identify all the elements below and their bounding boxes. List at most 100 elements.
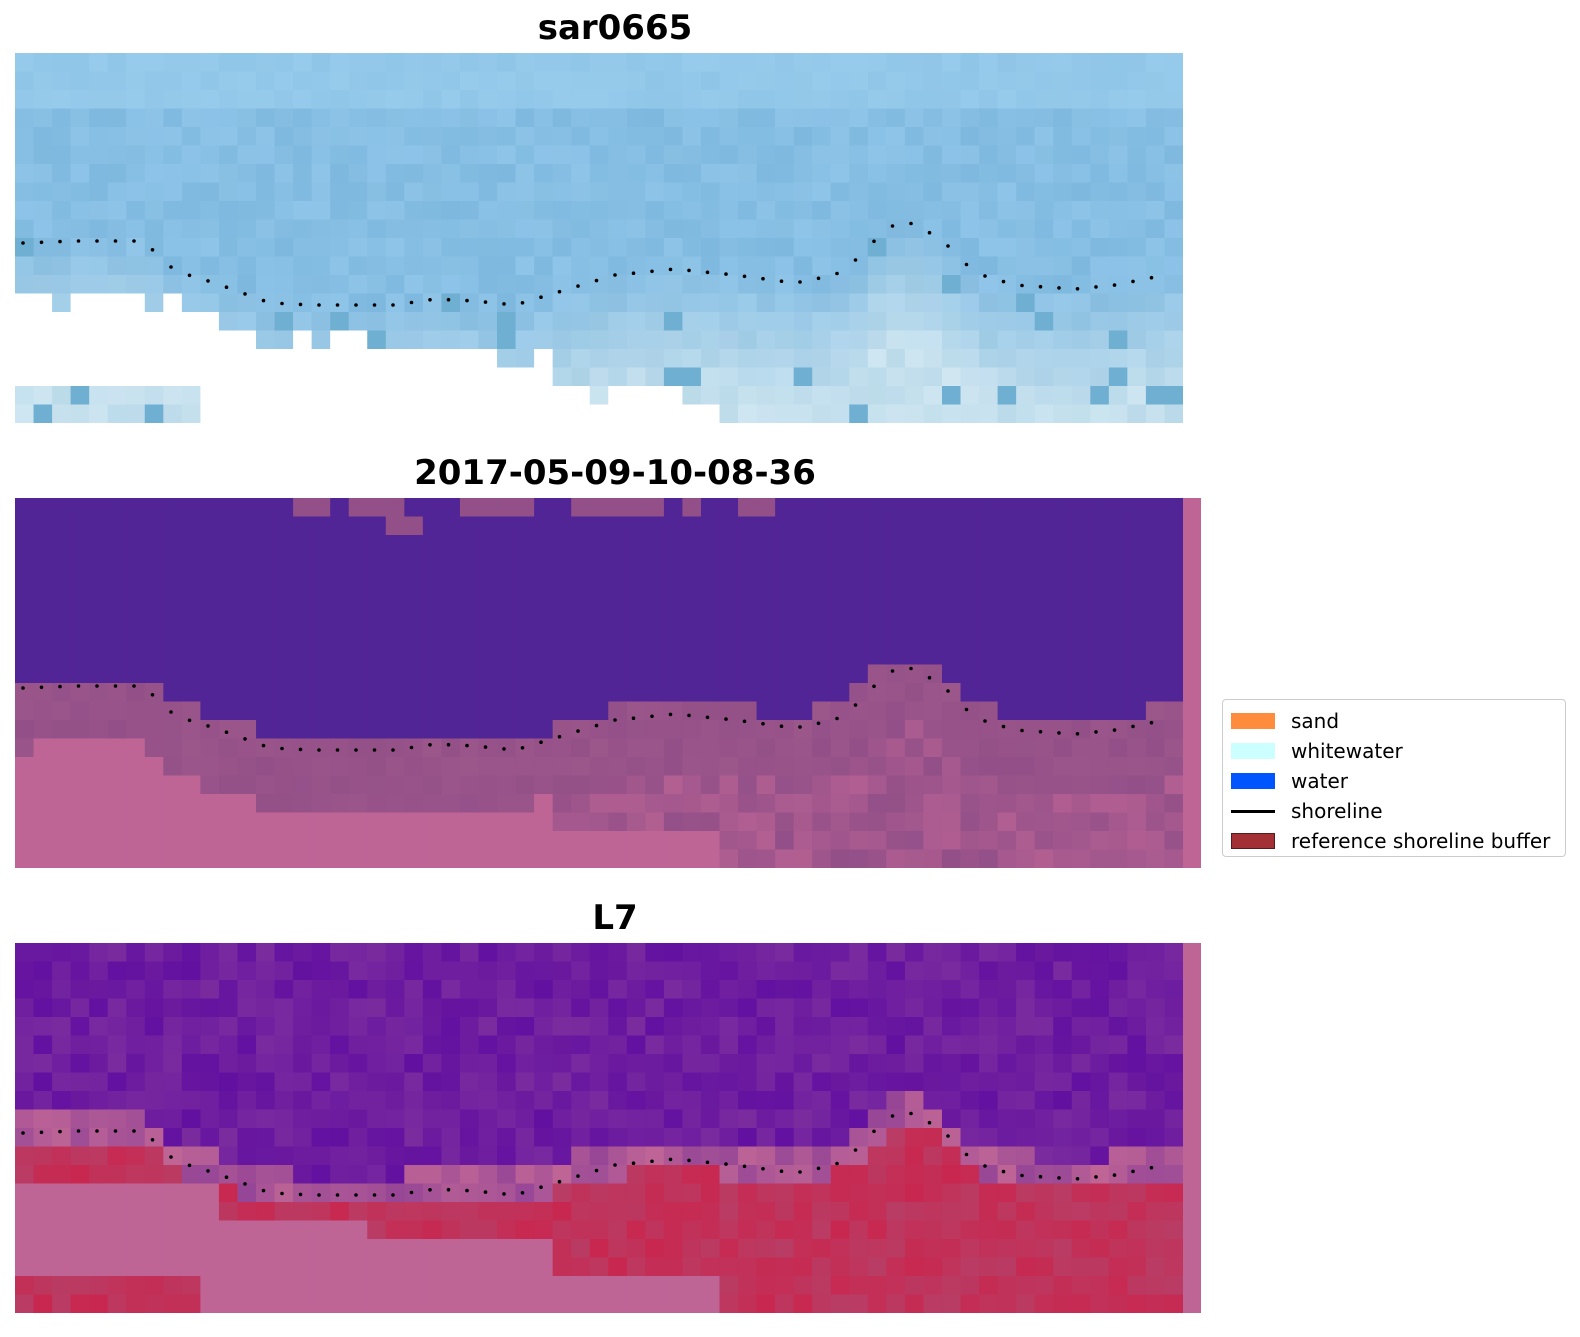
pixel xyxy=(645,53,665,73)
pixel xyxy=(181,998,201,1018)
pixel xyxy=(274,1202,294,1222)
pixel xyxy=(552,71,572,91)
pixel xyxy=(33,794,53,814)
pixel xyxy=(571,980,591,1000)
pixel xyxy=(923,664,943,684)
pixel xyxy=(181,404,201,423)
pixel xyxy=(756,312,776,332)
pixel xyxy=(849,53,869,73)
pixel xyxy=(478,664,498,684)
pixel xyxy=(886,164,906,184)
pixel xyxy=(515,980,535,1000)
pixel xyxy=(1016,1128,1036,1148)
pixel xyxy=(1071,238,1091,258)
pixel xyxy=(626,961,646,981)
pixel xyxy=(330,1072,350,1092)
shoreline-point xyxy=(132,684,136,688)
pixel xyxy=(348,1035,368,1055)
pixel xyxy=(1071,683,1091,703)
pixel xyxy=(738,330,758,350)
pixel xyxy=(923,404,943,423)
pixel xyxy=(144,71,164,91)
pixel xyxy=(441,516,461,536)
pixel xyxy=(367,293,387,313)
pixel xyxy=(1071,71,1091,91)
pixel xyxy=(682,293,702,313)
pixel xyxy=(89,1091,109,1111)
shoreline-point xyxy=(853,258,858,262)
pixel xyxy=(274,293,294,313)
pixel xyxy=(330,794,350,814)
shoreline-point xyxy=(613,273,617,277)
pixel xyxy=(459,1294,480,1313)
pixel xyxy=(589,738,609,758)
pixel xyxy=(1145,998,1166,1018)
pixel xyxy=(497,498,517,518)
pixel xyxy=(756,498,776,518)
pixel xyxy=(775,1276,795,1296)
pixel xyxy=(571,961,591,981)
pixel xyxy=(997,1128,1017,1148)
pixel xyxy=(719,498,739,518)
pixel xyxy=(293,1202,313,1222)
pixel xyxy=(404,1035,424,1055)
pixel xyxy=(756,831,776,851)
pixel xyxy=(515,590,535,610)
reference-buffer-swatch xyxy=(1231,833,1275,849)
pixel xyxy=(793,553,813,573)
pixel xyxy=(960,812,980,832)
pixel xyxy=(1090,145,1110,165)
pixel xyxy=(274,53,294,73)
pixel xyxy=(385,201,405,221)
pixel xyxy=(775,1239,795,1259)
pixel xyxy=(941,516,962,536)
pixel xyxy=(367,646,387,666)
pixel xyxy=(256,849,276,868)
pixel xyxy=(626,1202,646,1222)
pixel xyxy=(719,1257,739,1277)
pixel xyxy=(719,1276,739,1296)
pixel xyxy=(700,516,721,536)
shoreline-point xyxy=(724,1162,728,1166)
pixel xyxy=(589,553,609,573)
shoreline-point xyxy=(58,684,62,689)
pixel xyxy=(256,572,276,592)
pixel xyxy=(293,90,313,110)
pixel xyxy=(663,53,684,73)
pixel xyxy=(663,831,684,851)
pixel xyxy=(867,831,887,851)
pixel xyxy=(15,293,35,313)
pixel xyxy=(274,980,294,1000)
pixel xyxy=(552,535,572,555)
pixel xyxy=(979,1202,999,1222)
pixel xyxy=(459,720,480,740)
pixel xyxy=(237,1128,257,1148)
pixel xyxy=(1034,498,1054,518)
pixel xyxy=(775,238,795,258)
pixel xyxy=(52,404,72,423)
pixel xyxy=(1016,720,1036,740)
pixel xyxy=(52,1017,72,1037)
pixel xyxy=(534,701,554,721)
pixel xyxy=(997,1165,1017,1185)
shoreline-point xyxy=(132,239,136,243)
pixel xyxy=(422,516,443,536)
pixel xyxy=(941,238,962,258)
pixel xyxy=(941,646,962,666)
pixel xyxy=(515,553,535,573)
pixel xyxy=(367,609,387,629)
pixel xyxy=(163,90,183,110)
pixel xyxy=(849,1128,869,1148)
pixel xyxy=(200,535,220,555)
pixel xyxy=(941,738,962,758)
pixel xyxy=(626,572,646,592)
pixel xyxy=(385,572,405,592)
pixel xyxy=(293,998,313,1018)
pixel xyxy=(534,330,554,350)
pixel xyxy=(237,238,257,258)
pixel xyxy=(200,219,220,239)
pixel xyxy=(515,943,535,963)
pixel xyxy=(1071,553,1091,573)
pixel xyxy=(534,219,554,239)
pixel xyxy=(1071,1035,1091,1055)
